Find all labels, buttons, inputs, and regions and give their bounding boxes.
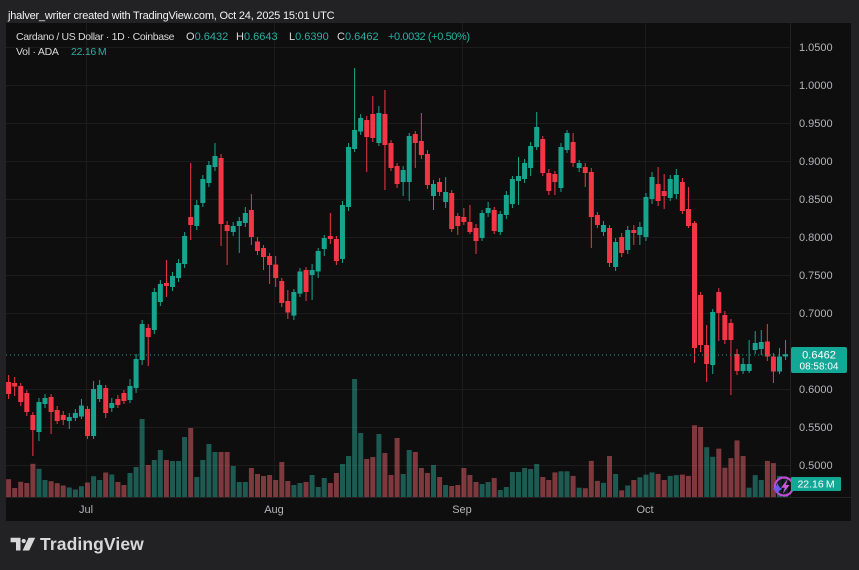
svg-text:1.0000: 1.0000 <box>799 80 833 92</box>
svg-text:08:58:04: 08:58:04 <box>800 362 839 373</box>
svg-text:Aug: Aug <box>264 504 284 516</box>
svg-text:Oct: Oct <box>636 504 653 516</box>
svg-text:Sep: Sep <box>452 504 472 516</box>
svg-text:0.5000: 0.5000 <box>799 460 833 472</box>
svg-text:0.8000: 0.8000 <box>799 232 833 244</box>
svg-text:0.6000: 0.6000 <box>799 384 833 396</box>
svg-text:0.7000: 0.7000 <box>799 308 833 320</box>
svg-text:0.8500: 0.8500 <box>799 194 833 206</box>
svg-text:0.7500: 0.7500 <box>799 270 833 282</box>
svg-text:1.0500: 1.0500 <box>799 42 833 54</box>
svg-text:0.9500: 0.9500 <box>799 118 833 130</box>
svg-text:Jul: Jul <box>79 504 93 516</box>
svg-text:22.16 M: 22.16 M <box>797 479 834 491</box>
svg-text:0.5500: 0.5500 <box>799 422 833 434</box>
svg-text:0.9000: 0.9000 <box>799 156 833 168</box>
svg-text:0.6462: 0.6462 <box>802 350 836 362</box>
